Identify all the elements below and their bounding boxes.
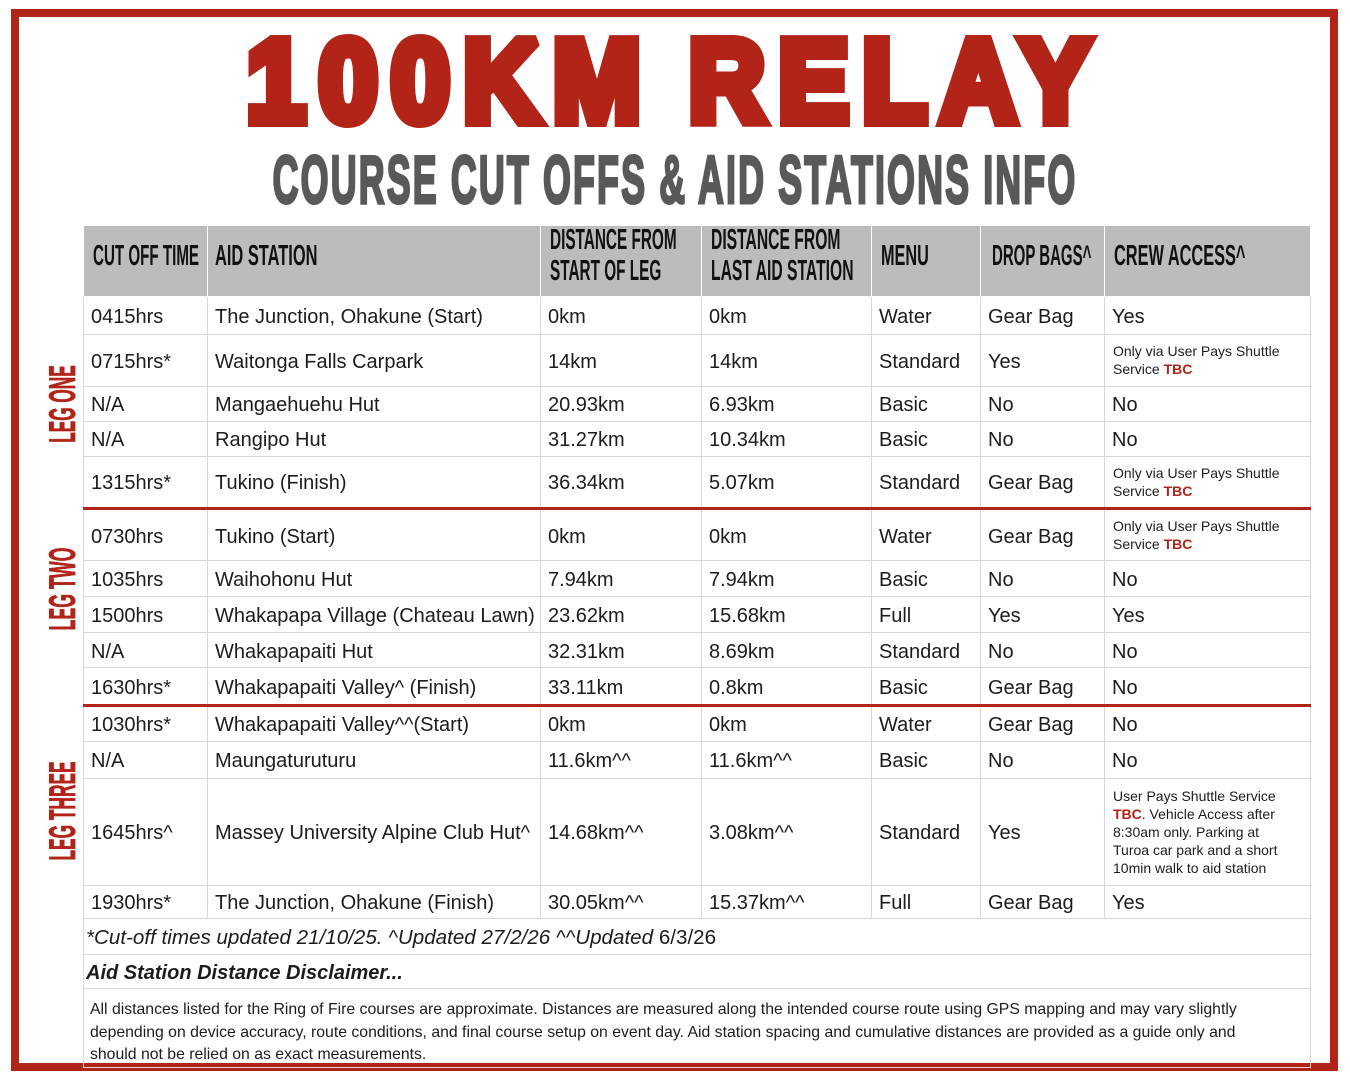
svg-text:COURSE CUT OFFS & AID STATIONS: COURSE CUT OFFS & AID STATIONS INFO <box>273 143 1078 218</box>
svg-text:100KM RELAY: 100KM RELAY <box>247 17 1104 146</box>
